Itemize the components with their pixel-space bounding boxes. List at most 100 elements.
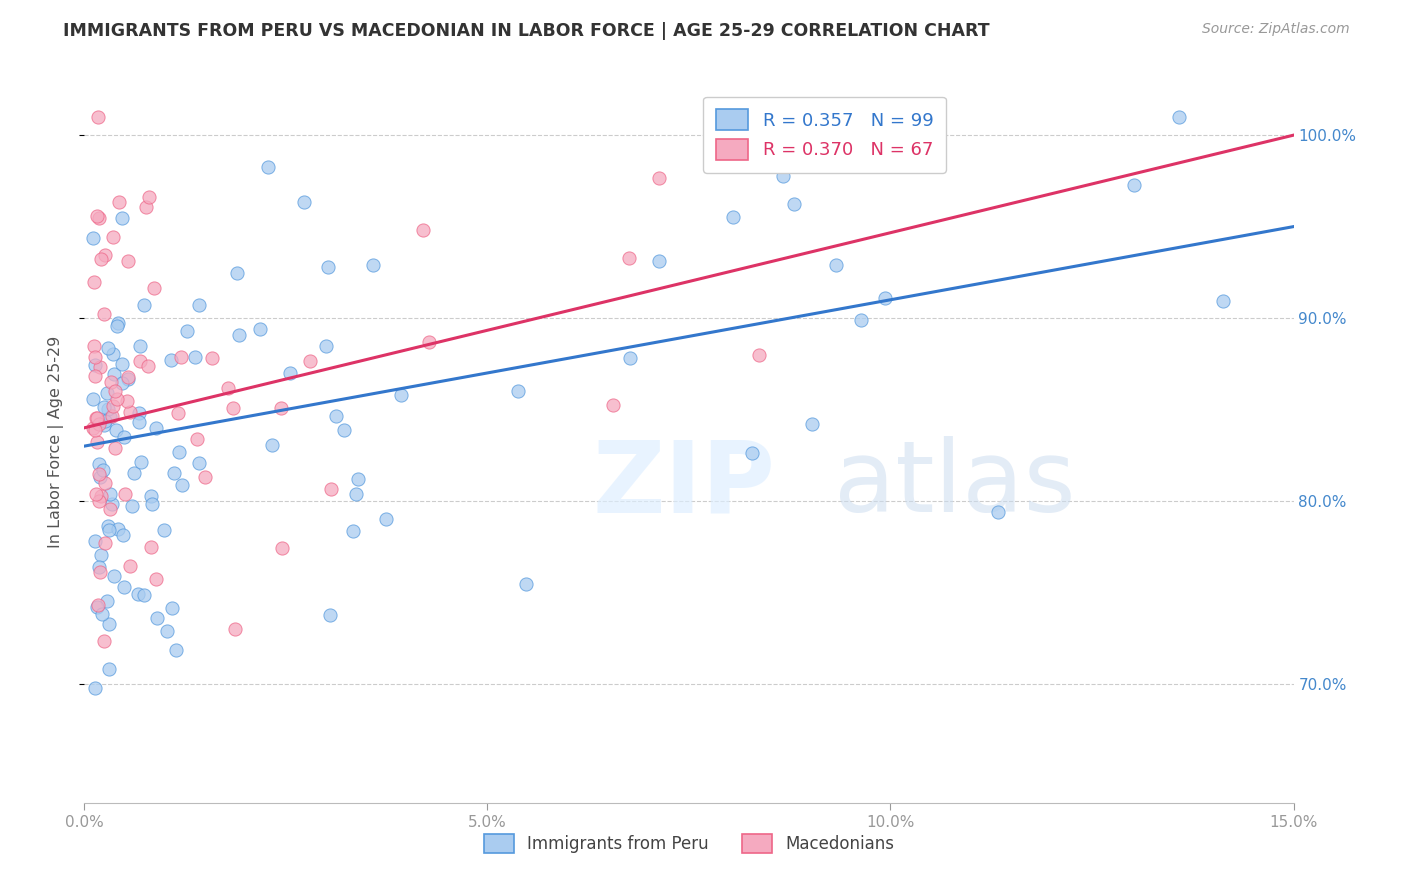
Point — [249, 322, 271, 336]
Point — [89, 359, 111, 374]
Point — [225, 267, 247, 281]
Point — [129, 353, 152, 368]
Point — [602, 398, 624, 412]
Point — [619, 351, 641, 365]
Point — [412, 222, 434, 236]
Point — [141, 489, 163, 503]
Point — [201, 351, 224, 365]
Point — [101, 399, 124, 413]
Point — [299, 354, 322, 368]
Point — [344, 487, 367, 501]
Point — [325, 409, 347, 423]
Point — [87, 560, 110, 574]
Point — [97, 662, 120, 676]
Point — [170, 350, 193, 364]
Point — [146, 611, 169, 625]
Point — [83, 339, 105, 353]
Point — [270, 401, 292, 415]
Point — [170, 478, 193, 492]
Point — [86, 410, 108, 425]
Point — [292, 195, 315, 210]
Point — [112, 528, 135, 542]
Point — [118, 559, 141, 574]
Point — [648, 253, 671, 268]
Point — [104, 384, 127, 398]
Point — [127, 587, 149, 601]
Point — [188, 456, 211, 470]
Point — [82, 392, 104, 406]
Point — [165, 643, 187, 657]
Point — [825, 258, 848, 272]
Point — [101, 497, 124, 511]
Point — [332, 423, 354, 437]
Point — [132, 588, 155, 602]
Point — [156, 624, 179, 639]
Point — [101, 347, 124, 361]
Point — [1212, 293, 1234, 308]
Y-axis label: In Labor Force | Age 25-29: In Labor Force | Age 25-29 — [48, 335, 63, 548]
Point — [96, 594, 118, 608]
Point — [515, 576, 537, 591]
Point — [104, 441, 127, 455]
Point — [111, 211, 134, 226]
Point — [166, 406, 188, 420]
Point — [93, 414, 115, 428]
Point — [100, 376, 122, 390]
Point — [783, 197, 806, 211]
Point — [86, 411, 108, 425]
Point — [319, 607, 342, 622]
Point — [257, 161, 280, 175]
Text: atlas: atlas — [834, 436, 1076, 533]
Point — [122, 466, 145, 480]
Point — [121, 499, 143, 513]
Point — [162, 601, 184, 615]
Point — [105, 392, 128, 406]
Point — [94, 248, 117, 262]
Point — [217, 381, 239, 395]
Point — [153, 523, 176, 537]
Point — [141, 497, 163, 511]
Point — [134, 298, 156, 312]
Point — [94, 476, 117, 491]
Point — [86, 434, 108, 449]
Point — [118, 404, 141, 418]
Point — [103, 367, 125, 381]
Point — [136, 359, 159, 373]
Point — [103, 229, 125, 244]
Point — [98, 409, 121, 424]
Point — [84, 424, 107, 438]
Point — [160, 352, 183, 367]
Point — [347, 472, 370, 486]
Point — [90, 489, 112, 503]
Point — [143, 281, 166, 295]
Point — [117, 253, 139, 268]
Point — [83, 275, 105, 289]
Point — [90, 252, 112, 267]
Point — [135, 200, 157, 214]
Point — [723, 210, 745, 224]
Point — [108, 194, 131, 209]
Point — [987, 505, 1010, 519]
Point — [129, 455, 152, 469]
Point — [418, 334, 440, 349]
Point — [112, 430, 135, 444]
Point — [260, 437, 283, 451]
Point — [316, 260, 339, 274]
Point — [128, 406, 150, 420]
Point — [97, 341, 120, 355]
Point — [101, 409, 124, 423]
Point — [361, 258, 384, 272]
Point — [84, 487, 107, 501]
Point — [105, 318, 128, 333]
Point — [141, 540, 163, 554]
Point — [84, 350, 107, 364]
Point — [278, 366, 301, 380]
Point — [107, 317, 129, 331]
Point — [111, 357, 134, 371]
Text: ZIP: ZIP — [592, 436, 775, 533]
Point — [104, 423, 127, 437]
Point — [93, 400, 115, 414]
Point — [772, 169, 794, 183]
Point — [374, 512, 396, 526]
Legend: Immigrants from Peru, Macedonians: Immigrants from Peru, Macedonians — [477, 827, 901, 860]
